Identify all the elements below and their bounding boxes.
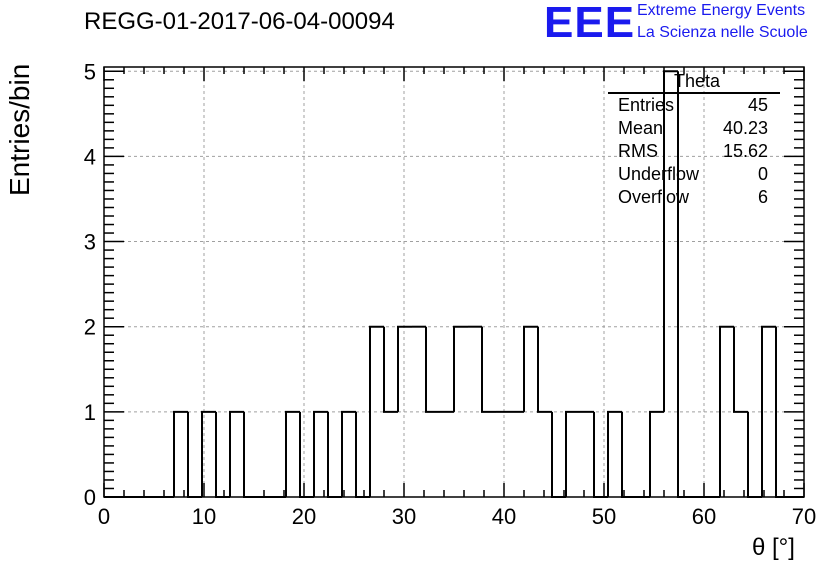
stat-row-underflow: Underflow 0	[608, 163, 780, 186]
logo-tagline-2: La Scienza nelle Scuole	[637, 24, 808, 41]
histogram-bin	[593, 411, 608, 498]
x-tick-label: 0	[98, 504, 110, 529]
ticks	[103, 67, 805, 498]
logo-tagline-1: Extreme Energy Events	[637, 2, 806, 19]
histogram-bin	[327, 411, 342, 498]
x-tick-label: 30	[392, 504, 416, 529]
x-tick-label: 40	[492, 504, 516, 529]
stat-label: Underflow	[618, 164, 700, 184]
y-tick-label: 5	[84, 59, 96, 84]
x-tick-label: 70	[792, 504, 816, 529]
stat-value: 6	[757, 187, 768, 207]
stat-row-overflow: Overflow 6	[608, 186, 780, 209]
histogram-bin	[313, 410, 328, 497]
histogram-bin	[607, 410, 622, 497]
stat-row-mean: Mean 40.23	[608, 117, 780, 140]
plot-frame	[103, 66, 805, 498]
chart-title: REGG-01-2017-06-04-00094	[84, 8, 395, 35]
x-axis-label: θ [°]	[752, 534, 795, 561]
histogram-bin	[341, 410, 356, 497]
x-tick-label: 60	[692, 504, 716, 529]
stat-label: Overflow	[618, 187, 690, 207]
histogram-bin	[719, 325, 734, 497]
x-tick-label: 20	[292, 504, 316, 529]
histogram-bin	[173, 410, 188, 497]
y-tick-label: 4	[84, 144, 96, 169]
histogram-bin	[201, 410, 216, 497]
y-tick-label: 2	[84, 315, 96, 340]
histogram-bin	[285, 410, 300, 497]
stat-value: 15.62	[722, 141, 768, 161]
stats-box: Theta Entries 45 Mean 40.23 RMS 15.62 Un…	[608, 70, 780, 209]
histogram-bin	[621, 411, 636, 498]
stat-label: Entries	[618, 95, 675, 115]
eee-logo: EEE	[544, 0, 636, 47]
stat-value: 45	[747, 95, 768, 115]
stat-label: Mean	[618, 118, 664, 138]
stat-value: 40.23	[722, 118, 768, 138]
histogram-bin	[649, 410, 664, 497]
stats-title: Theta	[673, 71, 721, 91]
stat-label: RMS	[618, 141, 658, 161]
histogram-bin	[425, 326, 440, 413]
histogram-bin	[747, 411, 762, 498]
y-tick-label: 1	[84, 400, 96, 425]
x-tick-label: 50	[592, 504, 616, 529]
histogram-bin	[551, 411, 566, 498]
histogram-bin	[369, 325, 384, 497]
histogram-bin	[565, 410, 580, 497]
histogram-bin	[481, 326, 496, 413]
histogram-bin	[397, 325, 412, 412]
histogram-bin	[299, 411, 314, 498]
histogram-bin	[537, 326, 552, 413]
histogram-bin	[523, 325, 538, 412]
histogram-bin	[453, 325, 468, 412]
histogram-bin	[761, 325, 776, 497]
axes	[103, 66, 805, 498]
histogram-bin	[355, 411, 370, 498]
y-tick-label: 0	[84, 485, 96, 510]
x-tick-label: 10	[192, 504, 216, 529]
histogram-bin	[243, 411, 258, 498]
histogram-bin	[733, 326, 748, 413]
histogram-bin	[229, 410, 244, 497]
stats-divider	[608, 92, 780, 94]
y-tick-label: 3	[84, 230, 96, 255]
stat-value: 0	[757, 164, 768, 184]
stat-row-entries: Entries 45	[608, 94, 780, 117]
histogram-bin	[187, 411, 202, 498]
histogram-bin	[383, 326, 398, 413]
stat-row-rms: RMS 15.62	[608, 140, 780, 163]
histogram-bin	[215, 411, 230, 498]
